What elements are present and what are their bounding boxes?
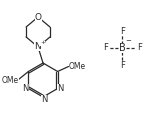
Text: B: B: [119, 43, 126, 53]
Text: N: N: [57, 84, 64, 93]
Text: OMe: OMe: [2, 76, 19, 85]
Text: +: +: [40, 41, 45, 45]
Text: F: F: [120, 27, 125, 36]
Text: OMe: OMe: [69, 62, 86, 71]
Text: F: F: [137, 44, 142, 53]
Text: N: N: [34, 42, 40, 51]
Text: F: F: [120, 60, 125, 69]
Text: F: F: [103, 44, 108, 53]
Text: N: N: [22, 84, 29, 93]
Text: N: N: [41, 95, 47, 103]
Text: −: −: [125, 38, 131, 44]
Text: O: O: [35, 12, 41, 21]
